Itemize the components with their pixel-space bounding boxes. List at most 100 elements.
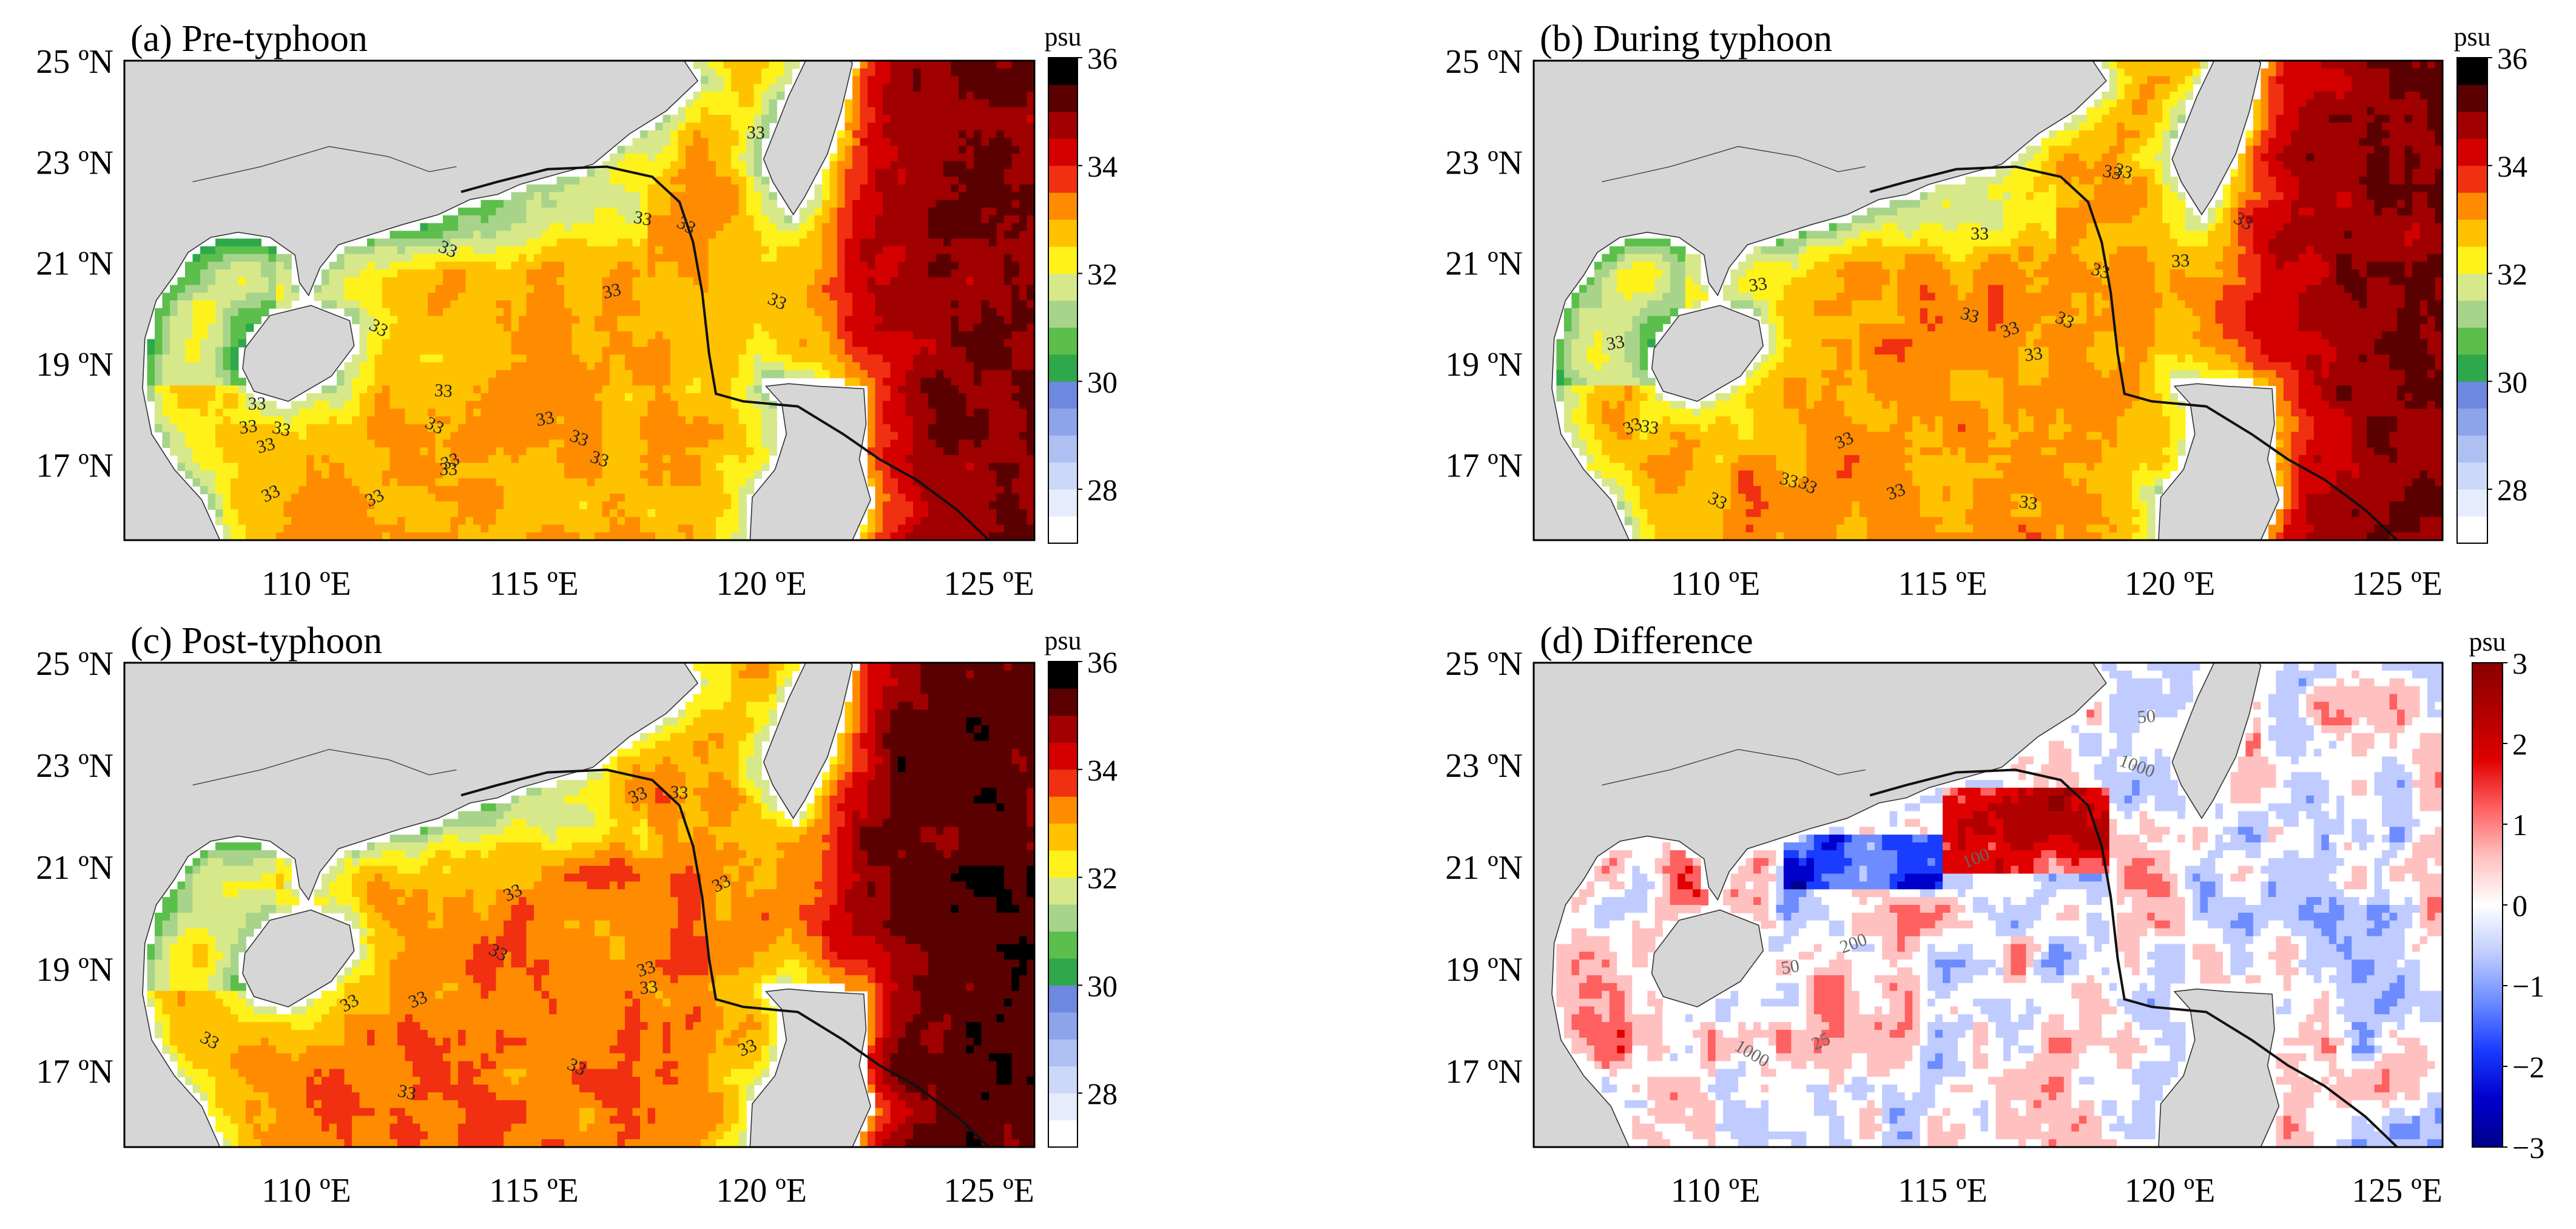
typhoon-track bbox=[460, 768, 990, 1147]
colorbar-swatch bbox=[1048, 435, 1077, 463]
typhoon-track bbox=[1869, 768, 2398, 1147]
colorbar-tick-label: 2 bbox=[2512, 727, 2527, 761]
land-mass bbox=[749, 383, 871, 540]
colorbar-swatch bbox=[2457, 327, 2487, 355]
land-mass bbox=[2171, 663, 2262, 819]
lon-tick-label: 115 ºE bbox=[1898, 565, 1988, 603]
colorbar-swatch bbox=[2457, 300, 2487, 328]
map-frame bbox=[123, 662, 1036, 1148]
colorbar-swatch bbox=[1048, 111, 1077, 139]
colorbar-swatch bbox=[1048, 850, 1077, 878]
lat-tick-label: 23 ºN bbox=[36, 144, 113, 181]
colorbar-tick-label: −3 bbox=[2512, 1131, 2544, 1165]
land-mass bbox=[242, 305, 355, 402]
lat-tick-label: 19 ºN bbox=[1445, 951, 1523, 989]
colorbar-swatch bbox=[1048, 688, 1077, 716]
colorbar-unit: psu bbox=[2453, 22, 2490, 52]
colorbar-swatch bbox=[1048, 381, 1077, 409]
land-mass bbox=[2158, 383, 2280, 540]
lat-tick-label: 23 ºN bbox=[36, 747, 113, 785]
colorbar-a: 36 34 32 30 28 psu bbox=[1044, 22, 1118, 544]
colorbar-swatch bbox=[2457, 273, 2487, 301]
lat-tick-label: 25 ºN bbox=[1445, 645, 1523, 683]
panel-title: (c) Post-typhoon bbox=[130, 620, 382, 662]
contour-label: 33 bbox=[248, 393, 266, 414]
river-line bbox=[192, 749, 457, 786]
lat-tick-label: 19 ºN bbox=[36, 951, 113, 989]
field-cells bbox=[1556, 61, 2443, 540]
colorbar-swatch bbox=[1048, 958, 1077, 986]
lon-tick-label: 115 ºE bbox=[1898, 1172, 1988, 1210]
land-mass bbox=[1534, 663, 2107, 1147]
colorbar-tick-label: 36 bbox=[1087, 41, 1118, 75]
lat-tick-label: 17 ºN bbox=[36, 1053, 113, 1091]
lon-tick-label: 120 ºE bbox=[716, 1172, 807, 1210]
colorbar-swatch bbox=[1048, 769, 1077, 797]
contour-label: 33 bbox=[434, 380, 453, 401]
land-mass bbox=[1651, 305, 1764, 402]
lon-tick-label: 110 ºE bbox=[261, 565, 351, 603]
colorbar-swatch bbox=[1048, 219, 1077, 247]
lat-tick-label: 25 ºN bbox=[36, 645, 113, 683]
contour-label: 33 bbox=[1971, 224, 1989, 244]
river-line bbox=[1602, 749, 1866, 786]
colorbar-swatch bbox=[1048, 165, 1077, 193]
colorbar-swatch bbox=[1048, 985, 1077, 1013]
colorbar-tick-label: 34 bbox=[1087, 149, 1118, 183]
lat-tick-label: 23 ºN bbox=[1445, 144, 1523, 181]
colorbar-swatch bbox=[1048, 1120, 1077, 1148]
colorbar-swatch bbox=[1048, 300, 1077, 328]
contour-label: 33 bbox=[2023, 343, 2044, 365]
contour-label: 33 bbox=[238, 416, 258, 438]
contour-label: 33 bbox=[2171, 251, 2190, 272]
lat-tick-label: 23 ºN bbox=[1445, 747, 1523, 785]
colorbar-c: 36 34 32 30 28 psu bbox=[1044, 626, 1118, 1148]
land-mass bbox=[124, 61, 699, 540]
colorbar-swatch bbox=[1048, 796, 1077, 824]
colorbar-tick-label: 28 bbox=[1087, 1077, 1118, 1111]
colorbar-swatch bbox=[2457, 516, 2487, 544]
land-mass bbox=[749, 988, 871, 1147]
colorbar-swatch bbox=[1048, 1012, 1077, 1040]
map-frame bbox=[123, 59, 1036, 541]
colorbar-swatch bbox=[1048, 662, 1077, 689]
colorbar-swatch bbox=[2457, 165, 2487, 193]
contour-label: 33 bbox=[1639, 416, 1661, 438]
colorbar-swatch bbox=[2457, 246, 2487, 274]
colorbar-swatch bbox=[2457, 138, 2487, 166]
colorbar-swatch bbox=[1048, 462, 1077, 490]
colorbar-d: 3 2 1 0 −1 −2 −3 psu bbox=[2469, 627, 2544, 1165]
colorbar-swatch bbox=[1048, 273, 1077, 301]
colorbar-swatch bbox=[2457, 489, 2487, 516]
lat-tick-label: 21 ºN bbox=[1445, 849, 1523, 887]
lat-tick-label: 17 ºN bbox=[1445, 1053, 1523, 1091]
colorbar-tick-label: 36 bbox=[2497, 41, 2527, 75]
colorbar-swatch bbox=[1048, 84, 1077, 112]
colorbar-swatch bbox=[2457, 219, 2487, 247]
colorbar-swatch bbox=[1048, 823, 1077, 851]
land-mass bbox=[2171, 61, 2262, 216]
colorbar-swatch bbox=[1048, 246, 1077, 274]
colorbar-tick-label: 30 bbox=[1087, 365, 1118, 399]
lon-tick-label: 115 ºE bbox=[489, 1172, 579, 1210]
lon-tick-label: 110 ºE bbox=[1671, 565, 1761, 603]
contour-label: 50 bbox=[2137, 706, 2157, 727]
colorbar-swatch bbox=[2457, 462, 2487, 490]
contour-label: 33 bbox=[639, 977, 659, 998]
colorbar-unit: psu bbox=[1044, 22, 1081, 52]
contour-label: 33 bbox=[2018, 492, 2039, 514]
colorbar-swatch bbox=[2457, 58, 2487, 85]
colorbar-tick-label: 30 bbox=[2497, 365, 2527, 399]
contour-label: 33 bbox=[534, 407, 556, 430]
land-mass bbox=[1651, 909, 1764, 1007]
lat-tick-label: 21 ºN bbox=[1445, 245, 1523, 283]
colorbar-swatch bbox=[1048, 715, 1077, 743]
lon-tick-label: 125 ºE bbox=[2352, 1172, 2443, 1210]
lat-tick-label: 17 ºN bbox=[36, 447, 113, 484]
land-mass bbox=[2158, 988, 2280, 1147]
colorbar-swatch bbox=[2457, 192, 2487, 220]
